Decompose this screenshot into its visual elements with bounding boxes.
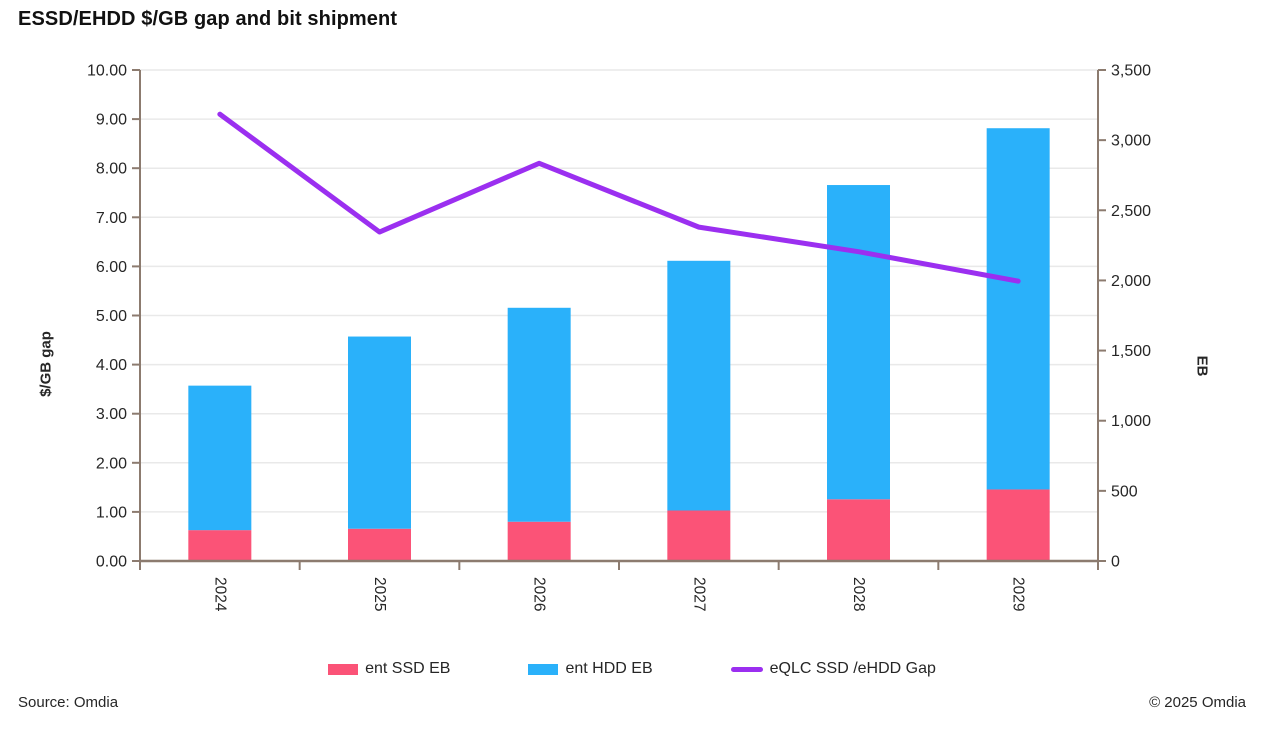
gap-line [217,111,1021,284]
bars-group [188,128,1050,561]
right-tick-label: 3,000 [1111,133,1151,150]
left-tick-label: 8.00 [96,161,127,178]
bar-ent-ssd-2029 [986,489,1050,561]
bar-ent-ssd-2026 [507,521,571,561]
bar-ent-ssd-2024 [188,530,252,561]
legend-label: ent SSD EB [365,660,451,677]
left-tick-label: 4.00 [96,357,127,374]
legend-item-1: ent HDD EB [528,660,653,678]
x-category-label: 2027 [690,577,707,611]
bar-ent-ssd-2025 [348,528,411,561]
legend-item-2: eQLC SSD /eHDD Gap [730,660,936,678]
bar-ent-hdd-2025 [348,336,411,529]
legend-bar-swatch-icon [528,663,559,675]
gap-line-group [217,111,1021,284]
left-tick-label: 2.00 [96,455,127,472]
right-tick-label: 0 [1111,554,1120,571]
left-tick-label: 9.00 [96,112,127,129]
x-category-label: 2028 [850,577,867,611]
left-tick-label: 0.00 [96,554,127,571]
x-category-label: 2029 [1010,577,1027,611]
right-tick-label: 3,500 [1111,63,1151,80]
bar-ent-hdd-2028 [827,185,890,500]
x-category-label: 2026 [531,577,548,611]
right-tick-label: 2,500 [1111,203,1151,220]
left-axis-title: $/GB gap [37,331,55,397]
axis-labels: 0.00 1.00 2.00 3.00 4.00 5.00 6.00 7.00 8.00 9.00… [87,63,1151,612]
bar-ent-hdd-2026 [507,307,571,522]
gridlines [140,69,1098,513]
axes [132,69,1106,570]
legend-label: ent HDD EB [565,660,653,677]
right-tick-label: 1,000 [1111,413,1151,430]
x-category-label: 2024 [211,577,228,612]
plot-area: 0.00 1.00 2.00 3.00 4.00 5.00 6.00 7.00 8.00 9.00… [87,63,1151,612]
legend-label: eQLC SSD /eHDD Gap [769,660,936,677]
legend-item-0: ent SSD EB [328,660,450,678]
footer: Source: Omdia © 2025 Omdia [18,694,1246,711]
legend-bar-swatch-icon [328,663,359,675]
copyright-note: © 2025 Omdia [1149,694,1246,711]
left-tick-label: 5.00 [96,308,127,325]
left-tick-label: 3.00 [96,406,127,423]
left-tick-label: 10.00 [87,63,127,80]
right-tick-label: 2,000 [1111,273,1151,290]
right-tick-label: 500 [1111,483,1138,500]
right-axis-title: EB [1193,355,1211,377]
left-tick-label: 1.00 [96,504,127,521]
bar-ent-ssd-2027 [667,510,731,561]
source-note: Source: Omdia [18,694,119,711]
chart-title: ESSD/EHDD $/GB gap and bit shipment [18,8,398,30]
bar-ent-hdd-2029 [986,128,1050,490]
legend: ent SSD EB ent HDD EB eQLC SSD /eHDD Gap [0,654,1264,684]
legend-line-swatch-icon [730,666,763,672]
bar-ent-hdd-2024 [188,385,252,531]
right-tick-label: 1,500 [1111,343,1151,360]
left-tick-label: 7.00 [96,210,127,227]
left-tick-label: 6.00 [96,259,127,276]
bar-ent-hdd-2027 [667,260,731,511]
x-category-label: 2025 [371,577,388,611]
bar-ent-ssd-2028 [827,499,890,561]
